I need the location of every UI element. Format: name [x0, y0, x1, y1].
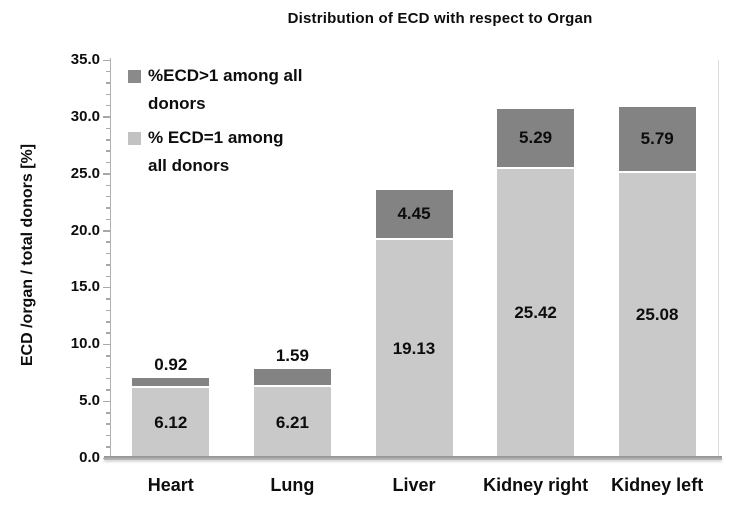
- chart-container: Distribution of ECD with respect to Orga…: [0, 0, 740, 530]
- y-minor-tick: [106, 128, 110, 130]
- y-minor-tick: [106, 276, 110, 278]
- legend-item-1: % ECD=1 among all donors: [128, 124, 338, 180]
- y-minor-tick: [106, 241, 110, 243]
- y-minor-tick: [106, 435, 110, 437]
- y-major-tick: [103, 230, 110, 232]
- y-major-tick: [103, 401, 110, 403]
- y-minor-tick: [106, 389, 110, 391]
- y-minor-tick: [106, 321, 110, 323]
- value-label-ecd1: 6.21: [254, 412, 331, 434]
- y-minor-tick: [106, 185, 110, 187]
- y-minor-tick: [106, 94, 110, 96]
- y-tick-label: 25.0: [30, 164, 100, 184]
- chart-title: Distribution of ECD with respect to Orga…: [140, 10, 740, 27]
- value-label-ecd1: 25.42: [497, 302, 574, 324]
- y-minor-tick: [106, 310, 110, 312]
- y-minor-tick: [106, 446, 110, 448]
- legend: %ECD>1 among all donors % ECD=1 among all…: [128, 62, 338, 186]
- y-minor-tick: [106, 298, 110, 300]
- legend-swatch-icon: [128, 70, 141, 83]
- y-minor-tick: [106, 412, 110, 414]
- value-label-ecd1: 25.08: [619, 304, 696, 326]
- y-tick-label: 10.0: [30, 334, 100, 354]
- value-label-ecdgt1: 4.45: [376, 203, 453, 225]
- value-label-ecdgt1: 5.79: [619, 128, 696, 150]
- legend-swatch-icon: [128, 132, 141, 145]
- legend-item-0: %ECD>1 among all donors: [128, 62, 338, 118]
- y-minor-tick: [106, 355, 110, 357]
- y-minor-tick: [106, 150, 110, 152]
- y-axis-line: [110, 58, 111, 458]
- value-label-ecd1: 19.13: [376, 338, 453, 360]
- y-minor-tick: [106, 332, 110, 334]
- y-minor-tick: [106, 253, 110, 255]
- bar-segment-ecdgt1-heart: [132, 378, 209, 388]
- y-tick-label: 30.0: [30, 107, 100, 127]
- y-minor-tick: [106, 82, 110, 84]
- x-axis-label-kidney-left: Kidney left: [592, 474, 722, 496]
- y-tick-label: 0.0: [30, 448, 100, 468]
- y-tick-label: 20.0: [30, 221, 100, 241]
- y-minor-tick: [106, 196, 110, 198]
- y-minor-tick: [106, 378, 110, 380]
- x-axis-label-kidney-right: Kidney right: [471, 474, 601, 496]
- value-label-ecdgt1: 1.59: [254, 345, 331, 367]
- y-tick-label: 5.0: [30, 391, 100, 411]
- x-axis-label-liver: Liver: [349, 474, 479, 496]
- y-major-tick: [103, 116, 110, 118]
- y-tick-label: 35.0: [30, 50, 100, 70]
- legend-item-label: %ECD>1 among all donors: [148, 62, 302, 118]
- value-label-ecd1: 6.12: [132, 412, 209, 434]
- plot-right-border: [718, 60, 719, 458]
- y-minor-tick: [106, 71, 110, 73]
- y-minor-tick: [106, 423, 110, 425]
- bar-segment-ecdgt1-lung: [254, 369, 331, 387]
- y-tick-label: 15.0: [30, 277, 100, 297]
- y-major-tick: [103, 287, 110, 289]
- y-major-tick: [103, 173, 110, 175]
- legend-item-label: % ECD=1 among all donors: [148, 124, 284, 180]
- x-axis-label-lung: Lung: [227, 474, 357, 496]
- x-axis-label-heart: Heart: [106, 474, 236, 496]
- x-axis-line: [104, 456, 722, 460]
- y-minor-tick: [106, 264, 110, 266]
- y-major-tick: [103, 60, 110, 62]
- y-minor-tick: [106, 219, 110, 221]
- y-major-tick: [103, 344, 110, 346]
- y-minor-tick: [106, 105, 110, 107]
- y-minor-tick: [106, 207, 110, 209]
- value-label-ecdgt1: 0.92: [132, 354, 209, 376]
- y-minor-tick: [106, 139, 110, 141]
- value-label-ecdgt1: 5.29: [497, 127, 574, 149]
- y-minor-tick: [106, 367, 110, 369]
- y-minor-tick: [106, 162, 110, 164]
